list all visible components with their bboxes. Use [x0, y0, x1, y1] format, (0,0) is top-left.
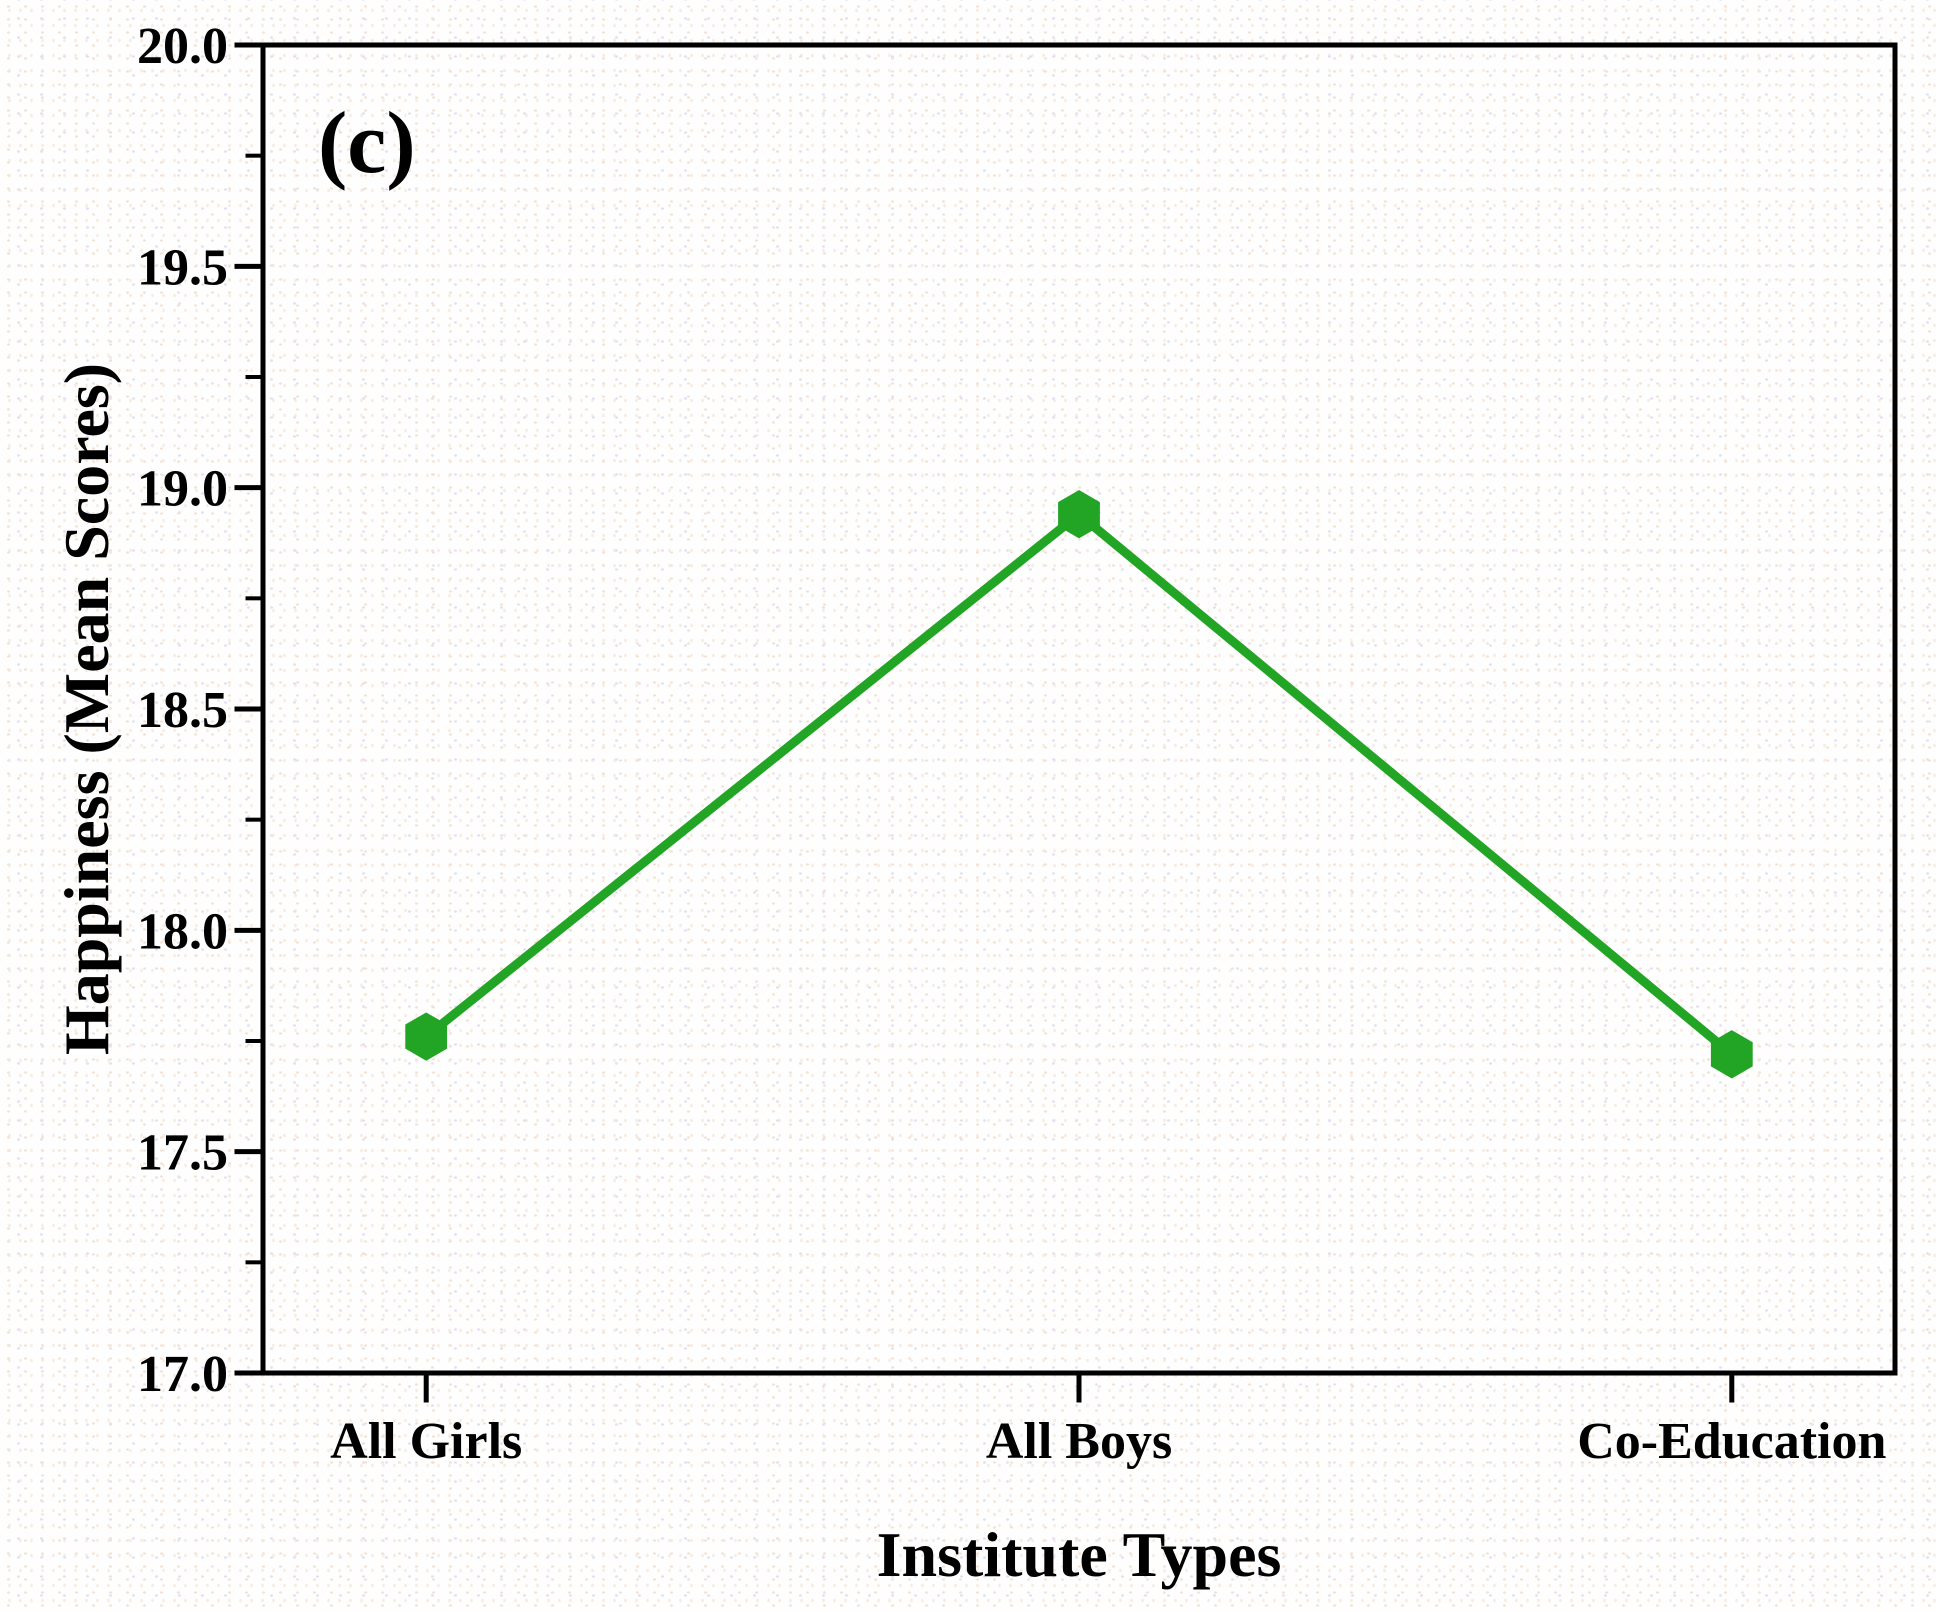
y-axis-tick-label: 18.0	[137, 903, 228, 960]
y-axis-tick-label: 18.5	[137, 682, 228, 739]
series-line	[421, 508, 1737, 1059]
y-axis-tick-label: 17.0	[137, 1346, 228, 1403]
y-axis-tick-label: 17.5	[137, 1125, 228, 1182]
y-axis-tick-label: 19.0	[137, 461, 228, 518]
data-point-marker	[405, 1012, 448, 1061]
x-axis-category-label: All Girls	[330, 1413, 522, 1470]
data-point-marker	[1710, 1030, 1753, 1079]
y-axis-tick-label: 20.0	[137, 18, 228, 75]
plot-frame	[260, 42, 1898, 1376]
panel-label: (c)	[318, 95, 416, 192]
x-axis-category-label: Co-Education	[1577, 1413, 1886, 1470]
x-axis-title: Institute Types	[877, 1519, 1282, 1590]
data-point-marker	[1058, 490, 1100, 539]
y-axis-title: Happiness (Mean Scores)	[51, 363, 122, 1055]
x-axis-category-label: All Boys	[986, 1413, 1172, 1470]
plot-generated-content: 17.0 17.5 18.0 18.5 19.0 19.5 20.0 All Girls All…	[137, 18, 1898, 1470]
y-axis-tick-label: 19.5	[137, 239, 228, 296]
